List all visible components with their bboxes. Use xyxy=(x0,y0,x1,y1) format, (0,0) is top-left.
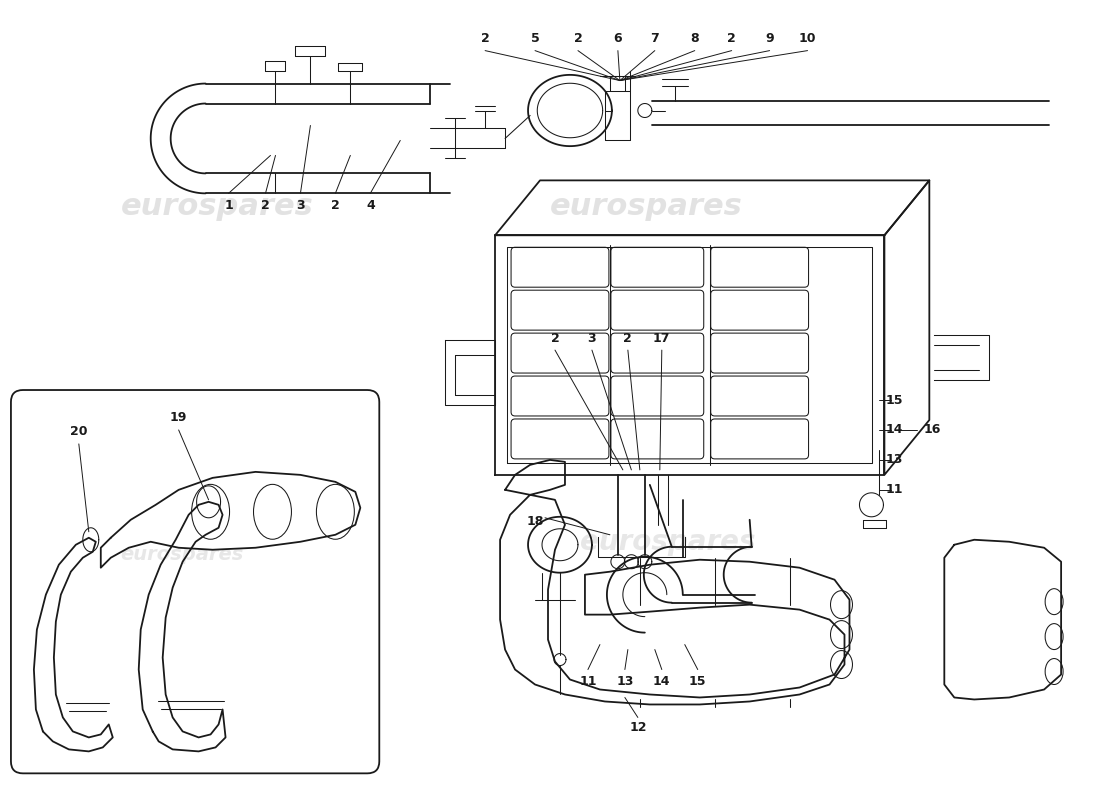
Text: eurospares: eurospares xyxy=(580,528,756,556)
Text: 4: 4 xyxy=(366,199,375,212)
Text: 13: 13 xyxy=(616,675,634,688)
Text: 20: 20 xyxy=(70,426,88,438)
Text: 18: 18 xyxy=(526,515,543,528)
Text: 2: 2 xyxy=(727,32,736,45)
Text: 11: 11 xyxy=(580,675,596,688)
Text: 14: 14 xyxy=(886,423,903,437)
Text: 9: 9 xyxy=(766,32,774,45)
Text: 16: 16 xyxy=(924,423,940,437)
Text: 6: 6 xyxy=(614,32,623,45)
Text: 7: 7 xyxy=(650,32,659,45)
Text: 2: 2 xyxy=(481,32,490,45)
Text: 15: 15 xyxy=(886,394,903,406)
Text: 17: 17 xyxy=(653,332,671,345)
Text: 10: 10 xyxy=(799,32,816,45)
Text: 15: 15 xyxy=(689,675,706,688)
Text: 1: 1 xyxy=(224,199,233,212)
Text: eurospares: eurospares xyxy=(121,192,314,222)
Text: eurospares: eurospares xyxy=(550,192,742,222)
Text: 19: 19 xyxy=(170,411,187,425)
Text: 11: 11 xyxy=(886,483,903,496)
Text: eurospares: eurospares xyxy=(121,545,244,564)
Text: 13: 13 xyxy=(886,454,903,466)
Text: 12: 12 xyxy=(629,721,647,734)
Text: 2: 2 xyxy=(331,199,340,212)
Text: 3: 3 xyxy=(296,199,305,212)
Text: 14: 14 xyxy=(653,675,671,688)
Text: 3: 3 xyxy=(587,332,596,345)
Text: 5: 5 xyxy=(530,32,539,45)
Text: 2: 2 xyxy=(261,199,270,212)
Text: 2: 2 xyxy=(624,332,632,345)
Text: 2: 2 xyxy=(573,32,582,45)
Text: 8: 8 xyxy=(691,32,700,45)
Text: 2: 2 xyxy=(551,332,560,345)
